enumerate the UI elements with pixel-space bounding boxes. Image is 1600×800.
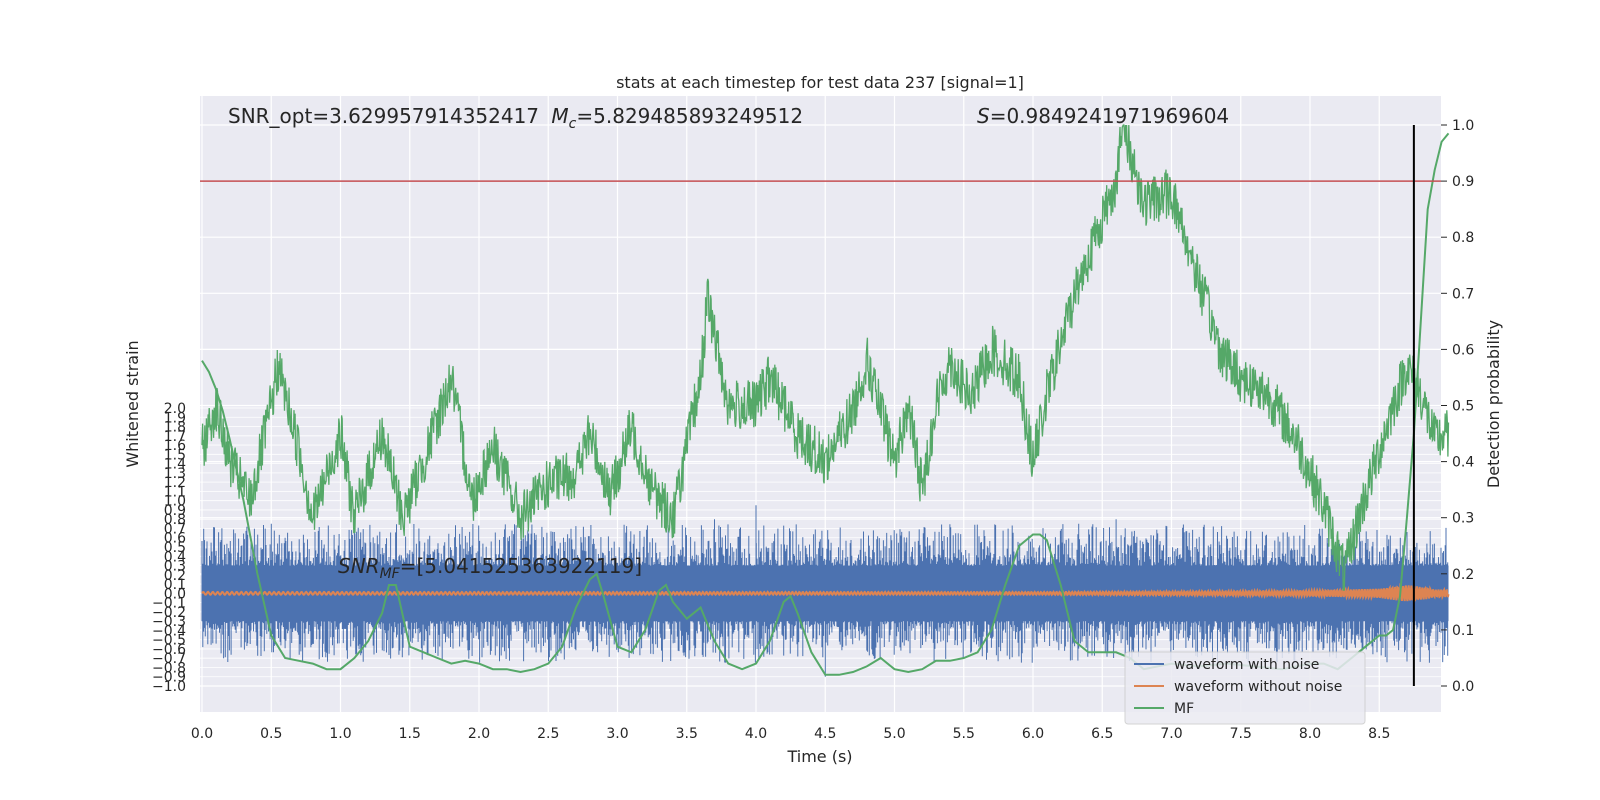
snr-opt-annotation: SNR_opt=3.629957914352417 Mc=5.829485893…: [228, 104, 803, 132]
waveform-without-noise-line: [201, 582, 1450, 603]
s-annotation: S=0.9849241971969604: [977, 104, 1229, 128]
snr-opt-text: SNR_opt=3.629957914352417: [228, 104, 539, 128]
x-tick-label: 0.0: [191, 726, 213, 742]
right-tick-label: 0.6: [1452, 342, 1474, 358]
left-tick-label: 0.0: [164, 586, 186, 602]
x-tick-label: 2.5: [537, 726, 559, 742]
left-tick-label: −0.7: [152, 651, 186, 667]
detection-probability-trace: [201, 124, 1450, 591]
right-tick-label: 0.9: [1452, 174, 1474, 190]
left-tick-label: −0.2: [152, 605, 186, 621]
x-tick-label: 1.5: [399, 726, 421, 742]
right-tick-label: 0.0: [1452, 679, 1474, 695]
legend-label-waveform-with-noise: waveform with noise: [1174, 657, 1319, 673]
x-tick-label: 7.0: [1160, 726, 1182, 742]
plot-content: [200, 124, 1450, 686]
left-tick-label: −0.4: [152, 623, 186, 639]
legend: waveform with noise waveform without noi…: [1124, 651, 1366, 725]
left-tick-label: −0.5: [152, 633, 186, 649]
left-tick-label: 1.9: [164, 410, 186, 426]
right-tick-label: 0.2: [1452, 567, 1474, 583]
right-tick-label: 0.4: [1452, 455, 1474, 471]
x-tick-label: 6.0: [1022, 726, 1044, 742]
left-tick-label: 2.0: [164, 401, 186, 417]
right-axis-label: Detection probability: [1484, 320, 1503, 488]
x-tick-label: 5.5: [953, 726, 975, 742]
x-tick-label: 0.5: [260, 726, 282, 742]
right-tick-label: 0.8: [1452, 230, 1474, 246]
left-tick-label: −0.3: [152, 614, 186, 630]
left-tick-label: 1.3: [164, 466, 186, 482]
left-tick-label: −0.9: [152, 670, 186, 686]
left-tick-label: 0.4: [164, 549, 186, 565]
left-tick-label: −0.8: [152, 660, 186, 676]
x-tick-label: 6.5: [1091, 726, 1113, 742]
x-tick-label: 8.5: [1368, 726, 1390, 742]
right-tick-label: 0.5: [1452, 399, 1474, 415]
x-tick-label: 3.0: [606, 726, 628, 742]
x-tick-label: 4.5: [814, 726, 836, 742]
x-tick-label: 8.0: [1299, 726, 1321, 742]
left-axis-label: Whitened strain: [123, 340, 142, 467]
left-tick-label: 1.1: [164, 484, 186, 500]
left-tick-label: −0.6: [152, 642, 186, 658]
mc-symbol: M: [551, 104, 568, 128]
left-tick-label: 0.5: [164, 540, 186, 556]
left-tick-label: 0.7: [164, 521, 186, 537]
x-axis-label: Time (s): [786, 747, 852, 766]
left-tick-label: −0.1: [152, 596, 186, 612]
left-tick-label: 1.7: [164, 429, 186, 445]
right-axis-ticks: 0.0 0.1 0.2 0.3 0.4 0.5 0.6 0.7 0.8 0.9 1.0: [1441, 118, 1474, 695]
right-tick-label: 1.0: [1452, 118, 1474, 134]
left-tick-label: 0.8: [164, 512, 186, 528]
left-tick-label: −1.0: [152, 679, 186, 695]
left-tick-label: 0.2: [164, 568, 186, 584]
snr-mf-annotation: SNRMF=[5.041525363922119]: [338, 554, 642, 582]
left-tick-label: 0.1: [164, 577, 186, 593]
right-tick-label: 0.1: [1452, 623, 1474, 639]
x-tick-label: 7.5: [1230, 726, 1252, 742]
left-tick-label: 1.8: [164, 420, 186, 436]
right-tick-label: 0.7: [1452, 286, 1474, 302]
left-axis-ticks: −1.0−0.9−0.8−0.7−0.6−0.5−0.4−0.3−0.2−0.1…: [152, 401, 186, 695]
x-tick-label: 3.5: [676, 726, 698, 742]
x-tick-label: 2.0: [468, 726, 490, 742]
snr-mf-subscript: MF: [380, 566, 401, 582]
right-tick-label: 0.3: [1452, 511, 1474, 527]
x-tick-label: 4.0: [745, 726, 767, 742]
mc-value: =5.829485893249512: [576, 104, 803, 128]
left-tick-label: 1.5: [164, 447, 186, 463]
left-tick-label: 1.6: [164, 438, 186, 454]
mc-subscript: c: [569, 116, 577, 132]
x-axis-ticks: 0.0 0.5 1.0 1.5 2.0 2.5 3.0 3.5 4.0 4.5 5.0 5.5 6.0 6…: [191, 726, 1391, 742]
legend-box: [1124, 651, 1366, 725]
snr-mf-symbol: SNR: [338, 554, 380, 578]
legend-label-mf: MF: [1174, 701, 1194, 717]
left-tick-label: 1.2: [164, 475, 186, 491]
s-symbol: S: [977, 104, 990, 128]
snr-mf-value: =[5.041525363922119]: [400, 554, 642, 578]
left-tick-label: 1.4: [164, 457, 186, 473]
x-tick-label: 1.0: [329, 726, 351, 742]
legend-label-waveform-without-noise: waveform without noise: [1174, 679, 1342, 695]
left-tick-label: 0.3: [164, 559, 186, 575]
chart-title: stats at each timestep for test data 237…: [616, 73, 1024, 92]
left-tick-label: 0.6: [164, 531, 186, 547]
left-tick-label: 1.0: [164, 494, 186, 510]
x-tick-label: 5.0: [883, 726, 905, 742]
left-tick-label: 0.9: [164, 503, 186, 519]
s-value: =0.9849241971969604: [990, 104, 1229, 128]
